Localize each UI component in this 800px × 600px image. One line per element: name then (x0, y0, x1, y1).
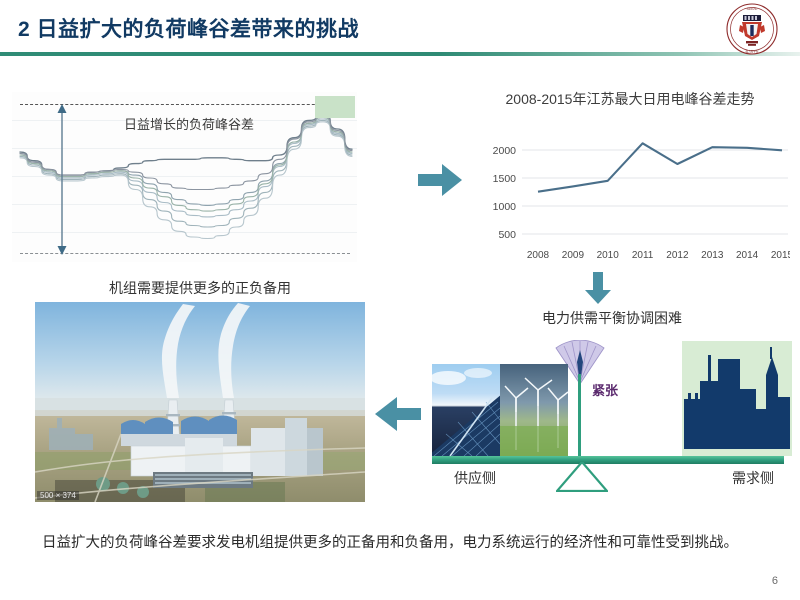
summary-text: 日益扩大的负荷峰谷差要求发电机组提供更多的正备用和负备用，电力系统运行的经济性和… (42, 535, 738, 551)
daily-load-curve-chart: 日益增长的负荷峰谷差 (12, 92, 357, 262)
load-curves-svg (19, 113, 353, 240)
load-curve-line (19, 121, 353, 240)
supply-demand-balance-diagram: 充足 紧张 (432, 340, 792, 492)
svg-text:2014: 2014 (736, 250, 759, 261)
svg-text:2013: 2013 (701, 250, 724, 261)
page-title: 2 日益扩大的负荷峰谷差带来的挑战 (18, 18, 360, 41)
svg-text:2008: 2008 (527, 250, 550, 261)
balance-fulcrum-icon (556, 462, 608, 492)
power-plant-aerial-illustration (35, 302, 365, 502)
svg-text:2000: 2000 (493, 145, 517, 157)
flow-arrow-left-icon (375, 397, 421, 431)
green-highlight-chip (315, 96, 355, 118)
load-curve-line (19, 115, 353, 191)
load-curve-line (19, 119, 353, 228)
balance-difficulty-caption: 电力供需平衡协调困难 (542, 310, 682, 326)
supply-side-label: 供应侧 (454, 470, 496, 486)
wind-turbine-image (500, 364, 568, 456)
power-plant-photo: 500 × 374 (35, 302, 365, 502)
load-curve-line (19, 116, 353, 212)
svg-text:2012: 2012 (666, 250, 689, 261)
university-seal-logo: JIANGSU 电力科学院 (726, 3, 778, 55)
plant-caption: 机组需要提供更多的正负备用 (109, 280, 291, 296)
load-curve-line (19, 118, 353, 218)
svg-text:电力科学院: 电力科学院 (746, 50, 759, 54)
peak-reference-line (20, 104, 350, 105)
svg-text:2010: 2010 (597, 250, 620, 261)
svg-text:2015: 2015 (771, 250, 790, 261)
balance-post (578, 374, 581, 458)
city-skyline-icon (682, 341, 792, 456)
image-size-watermark: 500 × 374 (37, 491, 79, 500)
load-chart-annotation: 日益增长的负荷峰谷差 (124, 117, 255, 132)
gauge-label-tight: 紧张 (592, 383, 619, 398)
slide-header: 2 日益扩大的负荷峰谷差带来的挑战 JIANGSU 电力科学院 (0, 0, 800, 58)
title-divider (0, 52, 800, 56)
solar-panel-image (432, 364, 500, 456)
svg-text:1500: 1500 (493, 173, 517, 185)
trend-chart-plot: 2000 1500 1000 500 2008 2009 2010 2011 2… (493, 142, 790, 261)
supply-side-images (432, 364, 568, 456)
page-number: 6 (771, 575, 778, 587)
svg-text:1000: 1000 (493, 201, 517, 213)
plant-reserve-block: 机组需要提供更多的正负备用 (35, 278, 365, 503)
demand-side-city-image (682, 341, 792, 456)
peak-valley-trend-chart: 2008-2015年江苏最大日用电峰谷差走势 2000 1500 1000 50… (470, 88, 790, 268)
valley-reference-line (20, 253, 350, 254)
svg-text:500: 500 (498, 229, 516, 241)
trend-chart-title: 2008-2015年江苏最大日用电峰谷差走势 (505, 91, 755, 107)
balance-beam (432, 456, 784, 464)
svg-text:JIANGSU: JIANGSU (747, 8, 758, 11)
gauge-dial-icon (555, 340, 605, 385)
demand-side-label: 需求侧 (732, 470, 774, 486)
flow-arrow-right-icon (418, 164, 462, 196)
svg-text:2009: 2009 (562, 250, 585, 261)
svg-text:2011: 2011 (632, 250, 654, 261)
peak-valley-gap-arrow (57, 104, 67, 255)
flow-arrow-down-icon (585, 272, 611, 304)
